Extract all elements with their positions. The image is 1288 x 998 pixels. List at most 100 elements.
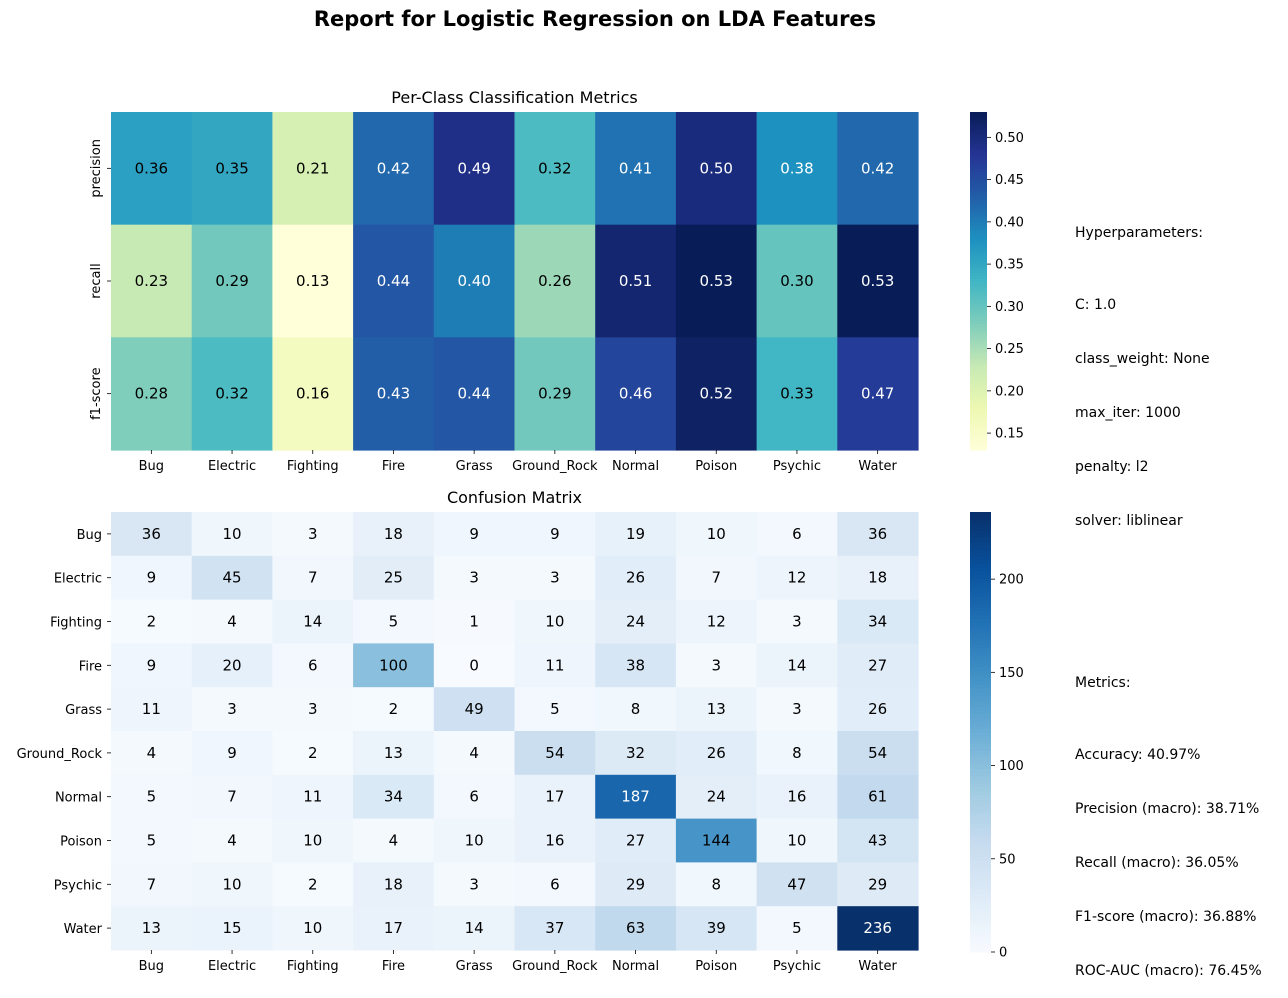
x-tick-label: Normal xyxy=(612,459,659,474)
cell-value-label: 0.41 xyxy=(619,159,652,177)
colorbar-segment xyxy=(970,117,987,122)
y-tick-label: f1-score xyxy=(89,367,104,419)
y-tick-label: Bug xyxy=(77,528,102,543)
heatmap-cell xyxy=(837,555,919,601)
colorbar-segment xyxy=(970,430,987,434)
colorbar-segment xyxy=(970,552,991,557)
colorbar-segment xyxy=(970,320,987,324)
heatmap-cell xyxy=(514,643,596,688)
colorbar-segment xyxy=(970,669,991,674)
colorbar-segment xyxy=(970,438,987,443)
colorbar-segment xyxy=(970,882,991,887)
heatmap-cell xyxy=(111,112,193,226)
heatmap-cell xyxy=(191,774,273,820)
colorbar-segment xyxy=(970,292,987,296)
hyperparameter-line: class_weight: None xyxy=(1075,351,1210,367)
colorbar-segment xyxy=(970,512,991,517)
heatmap-cell xyxy=(837,599,919,644)
y-tick-label: recall xyxy=(89,263,104,298)
colorbar-segment xyxy=(970,221,987,226)
colorbar-segment xyxy=(970,328,987,333)
colorbar-segment xyxy=(970,137,987,141)
colorbar-tick-label: 0.35 xyxy=(995,258,1024,273)
metrics-panel: Metrics: Accuracy: 40.97% Precision (mac… xyxy=(1075,638,1262,998)
heatmap-cell xyxy=(756,774,838,820)
colorbar-segment xyxy=(970,416,987,420)
heatmap-cell xyxy=(595,862,677,907)
x-tick-label: Bug xyxy=(139,959,164,974)
heatmap-cell xyxy=(837,224,919,338)
x-tick-label: Water xyxy=(858,959,897,974)
heatmap-cell xyxy=(514,687,596,732)
colorbar-segment xyxy=(970,388,987,392)
cell-value-label: 34 xyxy=(868,613,887,631)
heatmap-cell xyxy=(514,599,596,644)
colorbar-segment xyxy=(970,886,991,891)
colorbar-tick-label: 0.30 xyxy=(995,300,1024,315)
colorbar-segment xyxy=(970,636,991,641)
heatmap-cell xyxy=(433,599,516,644)
x-tick-label: Ground_Rock xyxy=(512,959,598,974)
cell-value-label: 6 xyxy=(550,875,560,893)
colorbar-segment xyxy=(970,658,991,663)
colorbar-segment xyxy=(970,266,987,271)
colorbar-segment xyxy=(970,867,991,872)
colorbar-segment xyxy=(970,900,991,905)
colorbar-segment xyxy=(970,757,991,762)
colorbar-segment xyxy=(970,199,987,203)
heatmap-cell xyxy=(675,818,758,863)
heatmap-cell xyxy=(595,731,677,776)
colorbar-segment xyxy=(970,875,991,880)
cell-value-label: 54 xyxy=(868,744,887,762)
cell-value-label: 8 xyxy=(792,744,802,762)
colorbar-segment xyxy=(970,801,991,806)
colorbar-segment xyxy=(970,145,987,150)
cell-value-label: 25 xyxy=(384,569,403,587)
colorbar-segment xyxy=(970,919,991,924)
colorbar-segment xyxy=(970,382,987,386)
x-tick-label: Psychic xyxy=(773,959,821,974)
colorbar-tick-label: 200 xyxy=(999,573,1024,588)
cell-value-label: 7 xyxy=(147,875,157,893)
cell-value-label: 4 xyxy=(147,744,157,762)
colorbar-segment xyxy=(970,607,991,612)
x-tick-label: Electric xyxy=(208,459,256,474)
colorbar-segment xyxy=(970,421,987,426)
colorbar-segment xyxy=(970,204,987,209)
heatmap-cell xyxy=(433,906,516,951)
cell-value-label: 3 xyxy=(550,569,560,587)
colorbar-segment xyxy=(970,922,991,927)
colorbar-tick-label: 50 xyxy=(999,852,1016,867)
colorbar-segment xyxy=(970,845,991,850)
hyperparameter-line: max_iter: 1000 xyxy=(1075,405,1181,421)
colorbar-tick-label: 150 xyxy=(999,666,1024,681)
metrics-heatmap: Per-Class Classification Metrics 0.36 0.35… xyxy=(89,88,919,474)
colorbar-segment xyxy=(970,651,991,656)
colorbar-segment xyxy=(970,735,991,740)
cell-value-label: 0.53 xyxy=(861,272,894,290)
cell-value-label: 9 xyxy=(550,525,560,543)
x-tick-label: Water xyxy=(858,459,897,474)
heatmap-cell xyxy=(837,774,919,820)
cell-value-label: 17 xyxy=(545,788,564,806)
cell-value-label: 10 xyxy=(223,875,242,893)
cell-value-label: 0.32 xyxy=(538,159,571,177)
colorbar-segment xyxy=(970,783,991,788)
colorbar-segment xyxy=(970,407,987,412)
colorbar-tick-label: 100 xyxy=(999,759,1024,774)
colorbar-segment xyxy=(970,794,991,799)
heatmap-cell xyxy=(675,224,758,338)
colorbar-segment xyxy=(970,944,991,949)
heatmap-cell xyxy=(433,774,516,820)
metric-line: Precision (macro): 38.71% xyxy=(1075,801,1260,817)
cell-value-label: 8 xyxy=(711,875,721,893)
heatmap-cell xyxy=(756,862,838,907)
colorbar-segment xyxy=(970,930,991,935)
colorbar-segment xyxy=(970,600,991,605)
y-tick-label: Water xyxy=(64,922,103,937)
heatmap-cell xyxy=(433,731,516,776)
x-tick-label: Electric xyxy=(208,959,256,974)
colorbar-segment xyxy=(970,362,987,367)
cell-value-label: 0.47 xyxy=(861,385,894,403)
cell-value-label: 9 xyxy=(147,656,157,674)
